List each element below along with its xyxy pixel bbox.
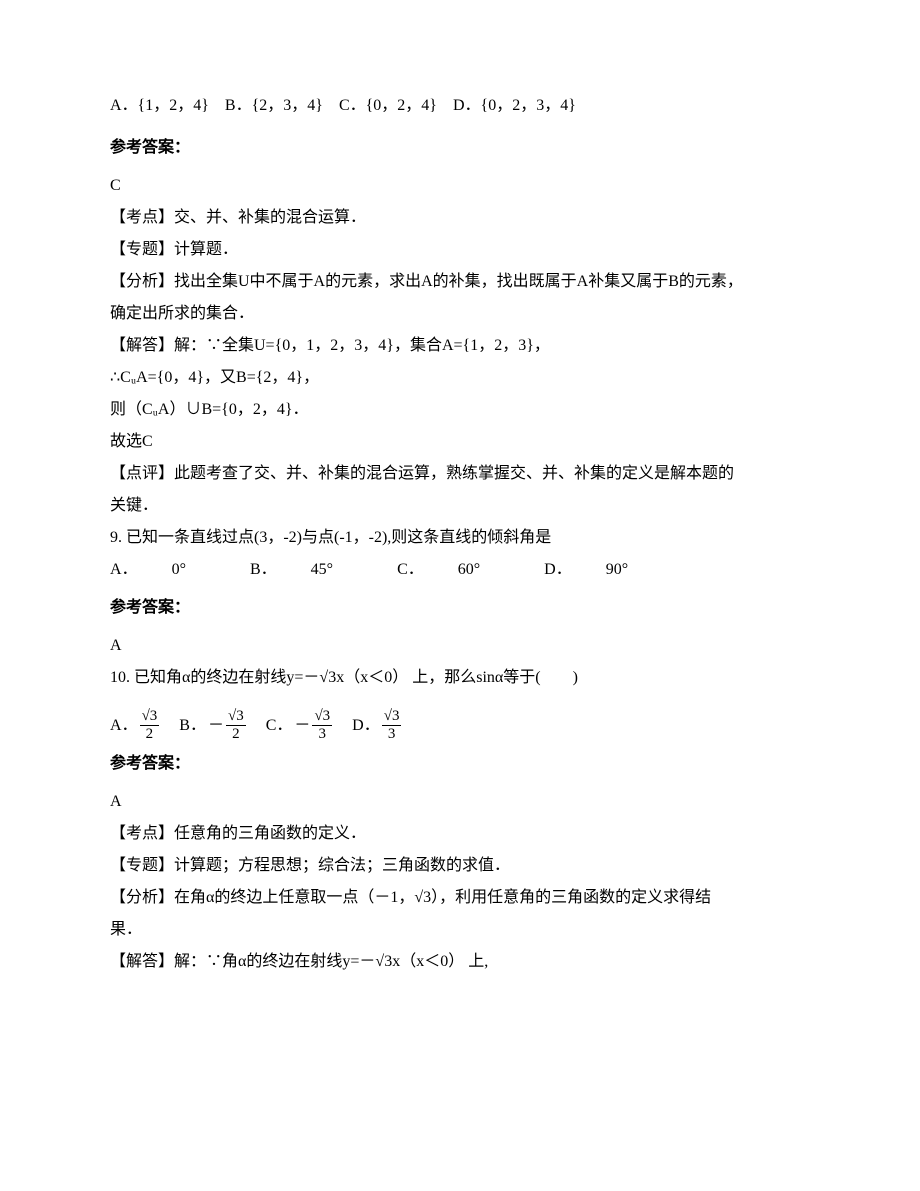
q10-fenxi-2: 果． (110, 914, 810, 946)
q10-optC-fraction: √3 3 (312, 708, 332, 742)
q9-optD-val: 90° (606, 561, 628, 578)
q10-optB-label: B． (179, 710, 206, 742)
q10-optA-label: A． (110, 710, 138, 742)
q10-stem-expr: √3x（x＜0） (319, 669, 408, 686)
q8-fenxi-1: 【分析】找出全集U中不属于A的元素，求出A的补集，找出既属于A补集又属于B的元素… (110, 266, 810, 298)
q10-stem-prefix: 10. 已知角α的终边在射线y=－ (110, 669, 319, 686)
q10-optC-num: √3 (312, 708, 332, 726)
q10-fenxi-1: 【分析】在角α的终边上任意取一点（－1，√3），利用任意角的三角函数的定义求得结 (110, 882, 810, 914)
q9-optC-val: 60° (458, 561, 480, 578)
q10-optB-den: 2 (226, 726, 246, 743)
q8-dianping-2: 关键． (110, 490, 810, 522)
q9-optA-label: A． (110, 561, 138, 578)
q10-fenxi-prefix: 【分析】在角α的终边上任意取一点（－1， (110, 889, 414, 906)
q8-jieda-3: 则（CᵤA）∪B={0，2，4}． (110, 394, 810, 426)
q10-fenxi-suffix: ），利用任意角的三角函数的定义求得结 (431, 889, 711, 906)
q9-optB-label: B． (250, 561, 277, 578)
q9-optA-val: 0° (172, 561, 186, 578)
q9-optB-val: 45° (311, 561, 333, 578)
q10-optD-fraction: √3 3 (382, 708, 402, 742)
q8-zhuanti: 【专题】计算题． (110, 234, 810, 266)
q8-jieda-4: 故选C (110, 426, 810, 458)
q10-fenxi-mid: √3 (414, 889, 431, 906)
q8-jieda-2: ∴CᵤA={0，4}，又B={2，4}， (110, 362, 810, 394)
q8-dianping-1: 【点评】此题考查了交、并、补集的混合运算，熟练掌握交、并、补集的定义是解本题的 (110, 458, 810, 490)
q8-fenxi-2: 确定出所求的集合． (110, 298, 810, 330)
q10-optC-label: C． (266, 710, 293, 742)
q10-answer-heading: 参考答案： (110, 748, 810, 780)
q10-stem: 10. 已知角α的终边在射线y=－√3x（x＜0） 上，那么sinα等于( ) (110, 662, 810, 694)
q10-optB-fraction: √3 2 (226, 708, 246, 742)
q9-answer: A (110, 630, 810, 662)
q10-options: A． √3 2 B． － √3 2 C． － √3 3 D． √3 3 (110, 708, 810, 742)
q10-optD-label: D． (352, 710, 380, 742)
q10-optA-fraction: √3 2 (140, 708, 160, 742)
q8-answer: C (110, 170, 810, 202)
q8-answer-heading: 参考答案： (110, 132, 810, 164)
q9-stem: 9. 已知一条直线过点(3，-2)与点(-1，-2),则这条直线的倾斜角是 (110, 522, 810, 554)
q10-optD-den: 3 (382, 726, 402, 743)
q8-kaodian: 【考点】交、并、补集的混合运算． (110, 202, 810, 234)
q10-optA-num: √3 (140, 708, 160, 726)
q10-optC-sign: － (294, 710, 310, 742)
q9-optC-label: C． (397, 561, 424, 578)
q9-options: A． 0° B． 45° C． 60° D． 90° (110, 554, 810, 586)
q8-options-line: A．{1，2，4} B．{2，3，4} C．{0，2，4} D．{0，2，3，4… (110, 90, 810, 122)
q10-jieda-expr: √3x（x＜0） (375, 953, 464, 970)
q10-stem-suffix: 上，那么sinα等于( ) (408, 669, 578, 686)
q10-optB-num: √3 (226, 708, 246, 726)
q10-optA-den: 2 (140, 726, 160, 743)
q8-jieda-1: 【解答】解：∵全集U={0，1，2，3，4}，集合A={1，2，3}， (110, 330, 810, 362)
q10-optC-den: 3 (312, 726, 332, 743)
q10-zhuanti: 【专题】计算题；方程思想；综合法；三角函数的求值． (110, 850, 810, 882)
q10-jieda-suffix: 上, (464, 953, 488, 970)
q10-jieda-1: 【解答】解：∵角α的终边在射线y=－√3x（x＜0） 上, (110, 946, 810, 978)
q9-answer-heading: 参考答案： (110, 592, 810, 624)
q10-optD-num: √3 (382, 708, 402, 726)
q10-jieda-prefix: 【解答】解：∵角α的终边在射线y=－ (110, 953, 375, 970)
q10-answer: A (110, 786, 810, 818)
q9-optD-label: D． (544, 561, 572, 578)
q10-optB-sign: － (208, 710, 224, 742)
q10-kaodian: 【考点】任意角的三角函数的定义． (110, 818, 810, 850)
